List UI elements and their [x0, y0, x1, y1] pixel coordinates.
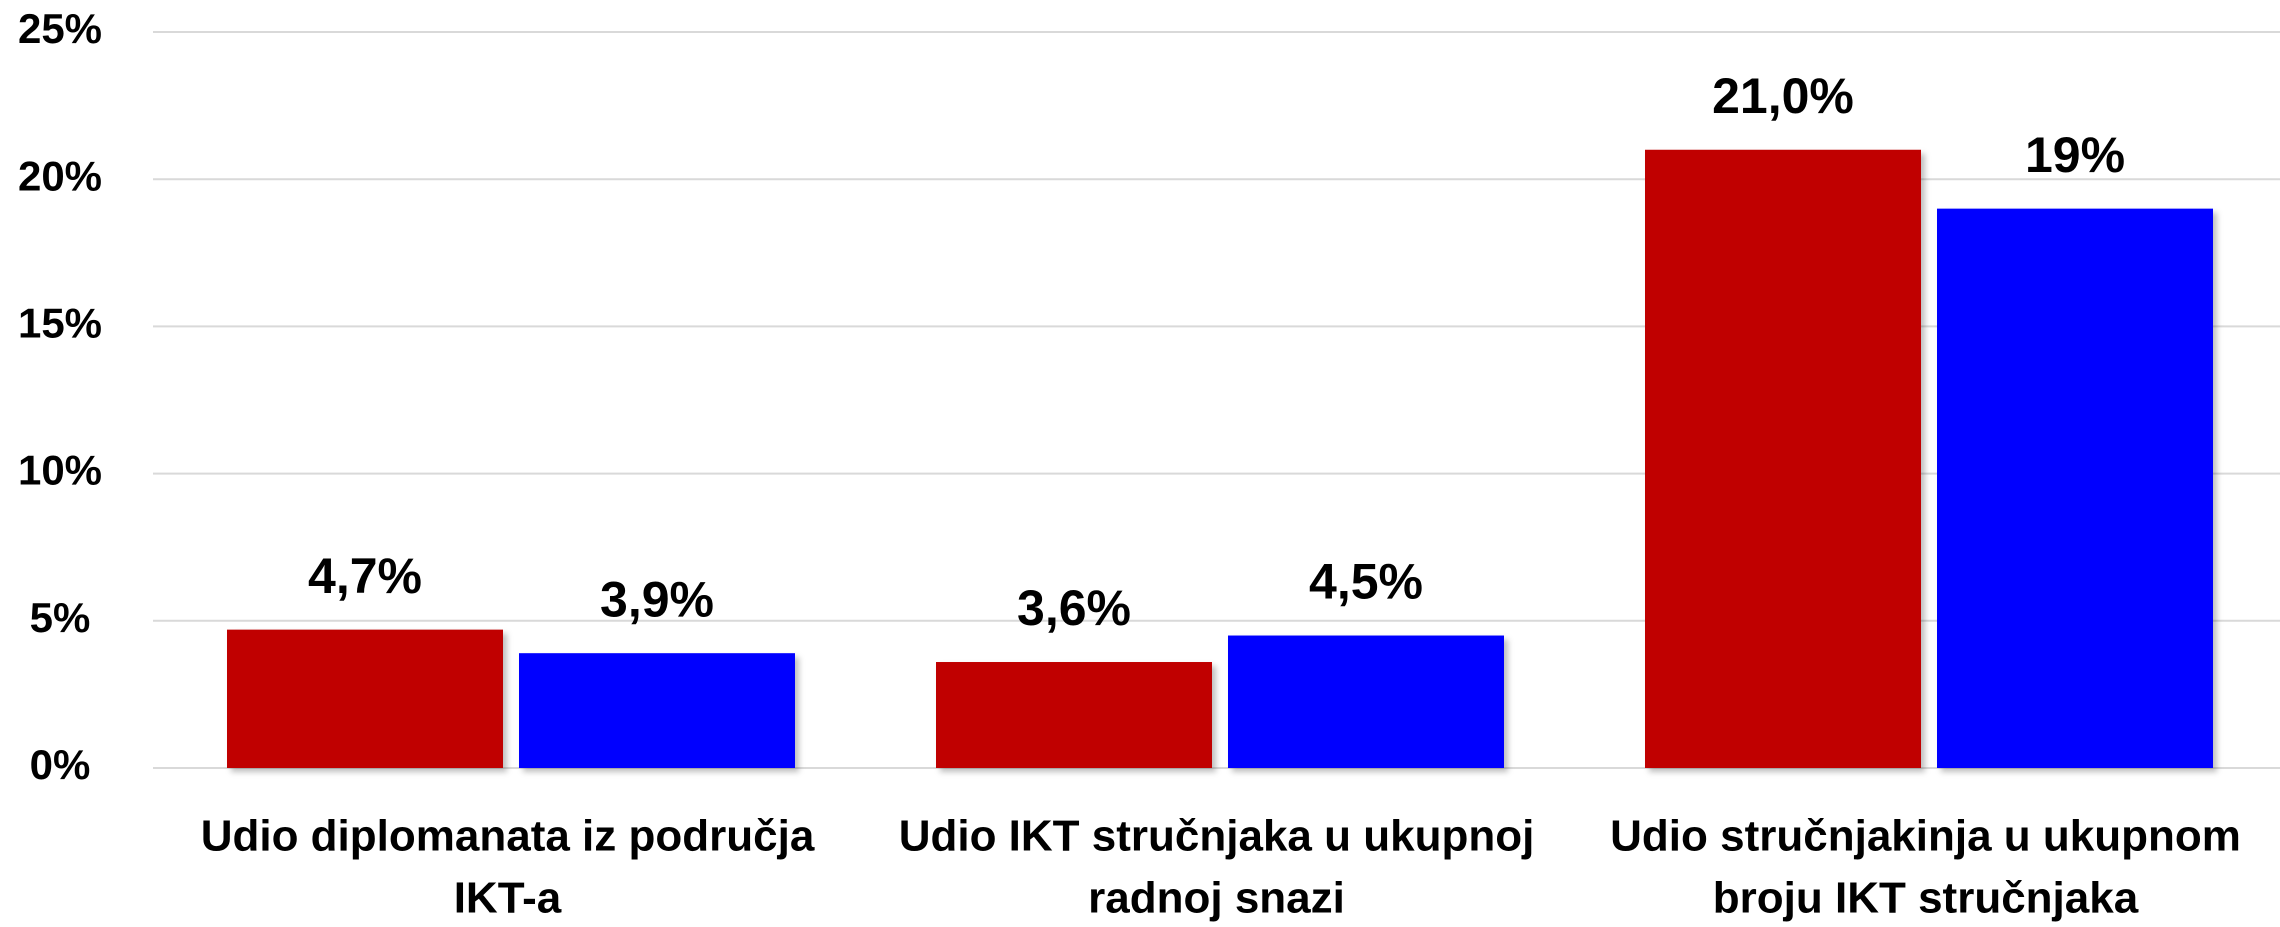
bar: [1645, 149, 1921, 768]
bar: [519, 653, 795, 768]
data-label: 21,0%: [1712, 68, 1854, 124]
x-tick-label: IKT-a: [454, 874, 562, 923]
data-label: 19%: [2025, 127, 2125, 183]
y-tick-label: 5%: [30, 594, 91, 641]
data-label: 4,7%: [308, 548, 422, 604]
data-label: 3,9%: [600, 571, 714, 627]
bar: [227, 629, 503, 768]
bar: [1937, 208, 2213, 768]
bar: [1228, 635, 1504, 768]
data-label: 3,6%: [1017, 580, 1131, 636]
x-tick-label: broju IKT stručnjaka: [1713, 874, 2139, 923]
y-tick-label: 10%: [18, 447, 102, 494]
bar: [936, 662, 1212, 768]
y-tick-label: 25%: [18, 5, 102, 52]
x-tick-label: Udio IKT stručnjaka u ukupnoj: [899, 812, 1535, 861]
y-tick-label: 15%: [18, 299, 102, 346]
x-tick-label: Udio diplomanata iz područja: [201, 812, 815, 861]
y-tick-label: 0%: [30, 741, 91, 788]
x-tick-label: radnoj snazi: [1088, 874, 1345, 923]
data-label: 4,5%: [1309, 554, 1423, 610]
x-tick-label: Udio stručnjakinja u ukupnom: [1610, 812, 2241, 861]
y-tick-label: 20%: [18, 152, 102, 199]
